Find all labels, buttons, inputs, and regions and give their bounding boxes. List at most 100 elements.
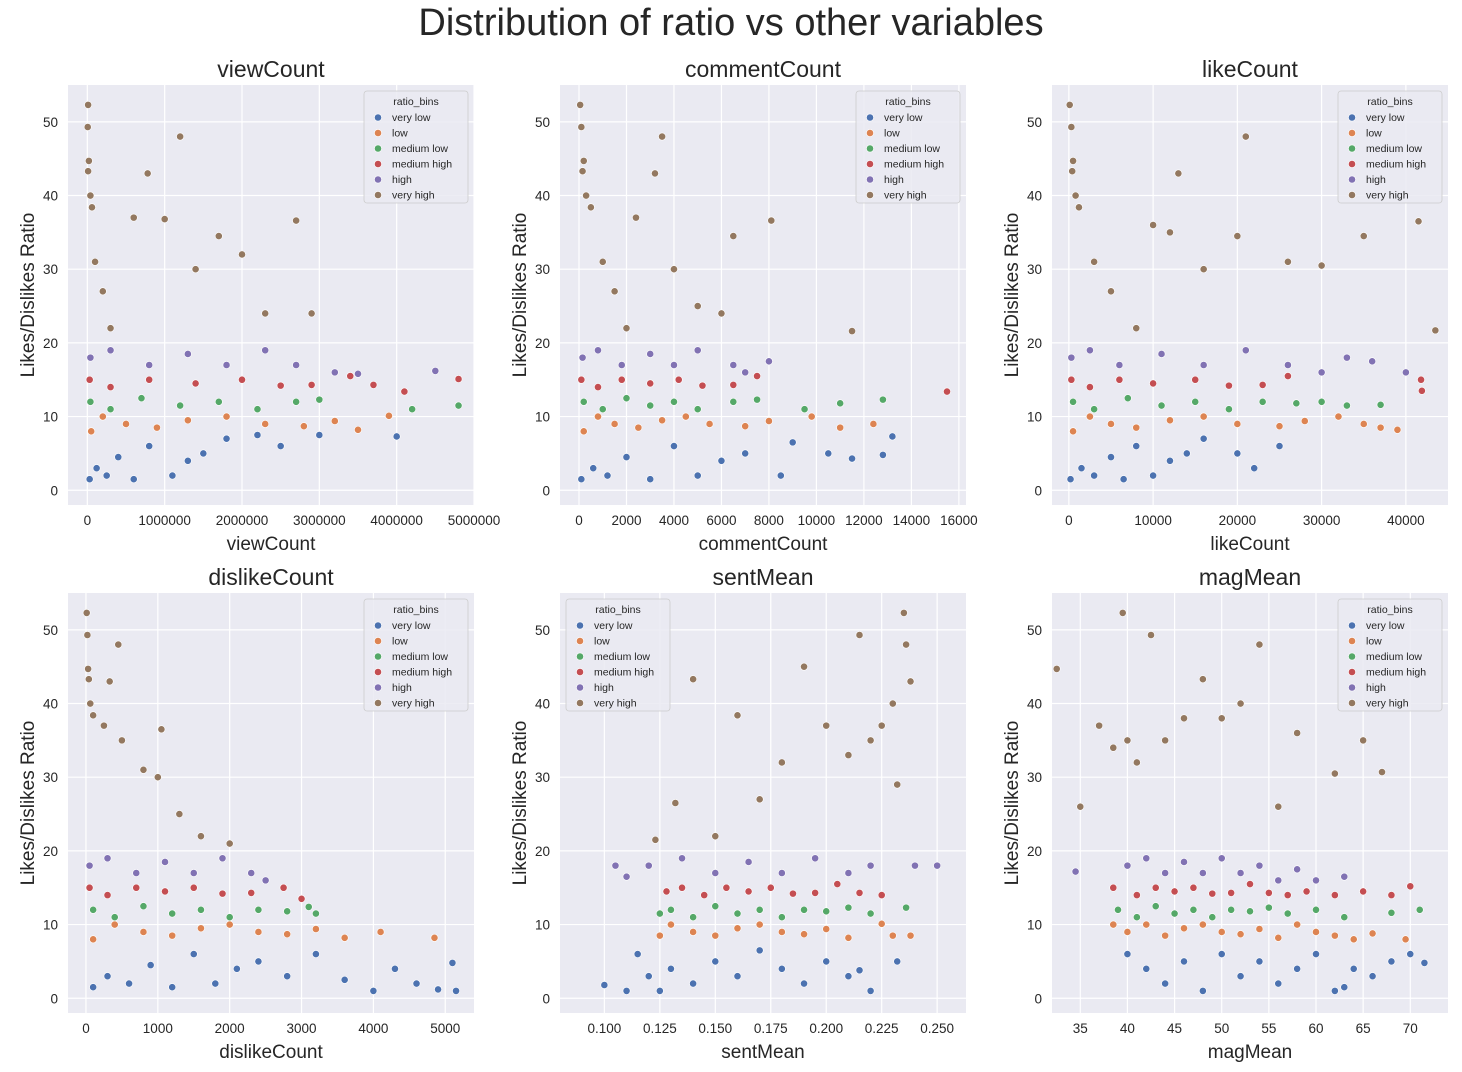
legend-label-medium-low: medium low bbox=[594, 651, 650, 663]
point-very-low bbox=[603, 471, 612, 480]
point-high bbox=[1071, 867, 1080, 876]
point-medium-high bbox=[1417, 386, 1426, 395]
y-tick-label: 40 bbox=[1027, 697, 1042, 712]
point-medium-high bbox=[1330, 891, 1339, 900]
point-very-low bbox=[312, 950, 320, 958]
point-very-high bbox=[893, 780, 902, 789]
y-tick-label: 40 bbox=[535, 189, 550, 204]
point-low bbox=[1293, 920, 1302, 929]
legend-label-very-low: very low bbox=[392, 112, 431, 124]
legend-label-very-low: very low bbox=[1366, 112, 1405, 124]
y-tick-label: 50 bbox=[43, 115, 58, 130]
point-very-low bbox=[1119, 475, 1128, 484]
point-medium-low bbox=[844, 903, 853, 912]
legend-marker-low bbox=[1348, 129, 1356, 137]
point-very-low bbox=[1180, 957, 1188, 966]
point-very-high bbox=[855, 631, 864, 639]
legend-label-low: low bbox=[884, 128, 900, 140]
point-medium-high bbox=[1406, 882, 1415, 891]
point-medium-high bbox=[1264, 888, 1273, 897]
point-medium-low bbox=[253, 405, 262, 414]
point-very-high bbox=[292, 216, 301, 225]
x-tick-label: 14000 bbox=[893, 513, 931, 528]
point-medium-low bbox=[1123, 394, 1132, 403]
point-very-low bbox=[670, 442, 678, 450]
y-tick-label: 30 bbox=[1027, 770, 1042, 785]
point-very-low bbox=[434, 985, 442, 994]
point-high bbox=[1217, 854, 1226, 863]
x-tick-label: 0.175 bbox=[754, 1021, 788, 1036]
point-medium-high bbox=[646, 379, 655, 388]
point-medium-low bbox=[1189, 905, 1198, 914]
y-tick-label: 20 bbox=[1027, 844, 1042, 859]
series-low bbox=[1109, 920, 1410, 944]
point-medium-high bbox=[1170, 887, 1179, 896]
series-high bbox=[578, 346, 773, 377]
point-low bbox=[110, 920, 119, 929]
y-tick-label: 0 bbox=[1034, 483, 1042, 498]
point-medium-high bbox=[662, 887, 671, 896]
point-medium-high bbox=[145, 375, 154, 384]
point-very-high bbox=[1166, 228, 1174, 237]
series-low bbox=[87, 411, 393, 436]
point-very-high bbox=[100, 721, 108, 730]
point-very-low bbox=[888, 432, 897, 441]
point-very-high bbox=[86, 699, 95, 708]
y-tick-label: 40 bbox=[535, 697, 550, 712]
point-low bbox=[1086, 412, 1094, 421]
point-low bbox=[765, 417, 773, 425]
point-very-high bbox=[114, 640, 123, 649]
x-tick-label: 0 bbox=[575, 513, 583, 528]
point-very-high bbox=[88, 203, 96, 212]
point-very-low bbox=[776, 471, 785, 480]
point-very-high bbox=[888, 699, 897, 708]
point-very-high bbox=[1149, 221, 1158, 229]
point-very-high bbox=[191, 265, 200, 274]
point-very-low bbox=[85, 475, 94, 484]
point-medium-high bbox=[103, 891, 112, 900]
point-very-low bbox=[1340, 983, 1349, 992]
legend-title: ratio_bins bbox=[393, 96, 439, 108]
point-very-high bbox=[238, 250, 246, 259]
point-very-low bbox=[717, 456, 726, 465]
subplot-title: commentCount bbox=[685, 56, 842, 82]
point-low bbox=[1368, 929, 1377, 938]
legend-marker-medium-low bbox=[576, 652, 584, 661]
point-medium-high bbox=[877, 891, 886, 900]
x-axis-label: commentCount bbox=[699, 534, 829, 555]
point-very-high bbox=[1431, 326, 1440, 335]
x-tick-label: 60 bbox=[1308, 1021, 1323, 1036]
point-very-low bbox=[1275, 442, 1284, 450]
point-very-low bbox=[589, 464, 598, 473]
point-low bbox=[1300, 417, 1309, 425]
series-low bbox=[89, 920, 439, 944]
point-very-low bbox=[452, 986, 460, 995]
y-tick-label: 30 bbox=[43, 770, 58, 785]
point-very-low bbox=[1330, 986, 1339, 995]
point-very-low bbox=[125, 979, 133, 988]
series-high bbox=[1067, 346, 1410, 377]
point-very-high bbox=[1359, 232, 1368, 240]
point-medium-high bbox=[722, 883, 731, 892]
point-very-high bbox=[577, 123, 586, 131]
point-high bbox=[1293, 865, 1302, 874]
x-tick-label: 20000 bbox=[1219, 513, 1257, 528]
x-tick-label: 0 bbox=[84, 513, 92, 528]
legend-label-very-high: very high bbox=[392, 190, 435, 202]
point-medium-high bbox=[1115, 375, 1124, 384]
point-medium-high bbox=[1149, 379, 1158, 388]
point-medium-low bbox=[670, 397, 678, 406]
point-high bbox=[1340, 872, 1349, 881]
legend-title: ratio_bins bbox=[393, 604, 439, 616]
point-medium-high bbox=[106, 383, 115, 392]
point-very-high bbox=[106, 324, 115, 333]
subplot-title: magMean bbox=[1199, 564, 1301, 590]
legend-marker-medium-high bbox=[374, 160, 382, 168]
point-medium-low bbox=[1151, 902, 1160, 911]
y-tick-label: 20 bbox=[43, 336, 58, 351]
point-high bbox=[1161, 869, 1170, 877]
point-low bbox=[689, 928, 698, 936]
point-low bbox=[312, 925, 320, 933]
point-very-low bbox=[844, 972, 853, 981]
point-very-low bbox=[1217, 950, 1226, 958]
